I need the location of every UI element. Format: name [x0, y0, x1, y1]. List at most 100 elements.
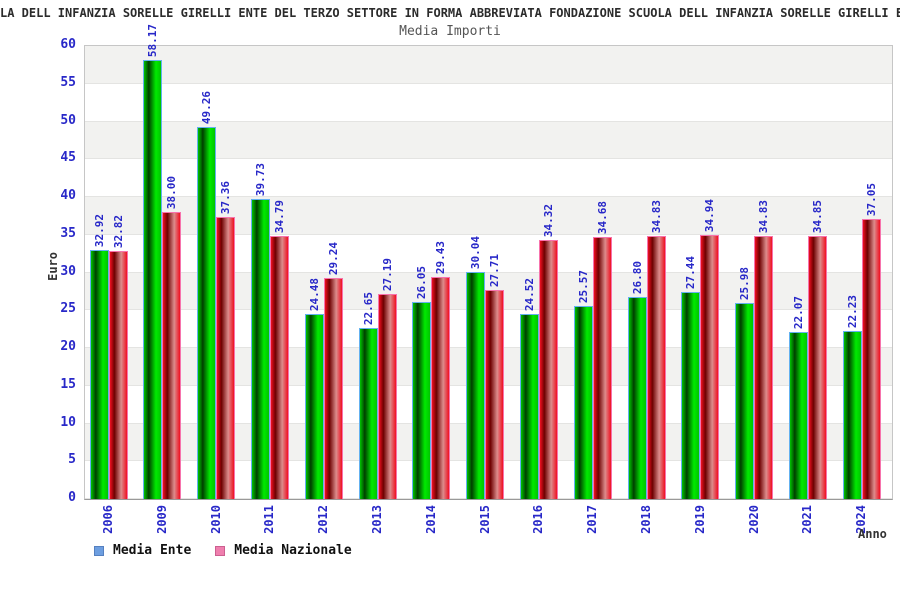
bar-nazionale-2021 — [807, 235, 827, 499]
bar-value-label-ente-2011: 39.73 — [253, 162, 267, 197]
bar-nazionale-2017 — [592, 237, 612, 499]
y-axis-tick: 45 — [60, 150, 76, 166]
bar-value-label-nazionale-2016: 34.32 — [541, 203, 555, 237]
bar-value-label-ente-2024: 22.23 — [845, 295, 859, 329]
bar-value-label-nazionale-2010: 37.36 — [219, 180, 233, 214]
y-axis-tick: 15 — [60, 376, 76, 392]
y-axis-tick: 10 — [60, 414, 76, 430]
bar-value-label-nazionale-2020: 34.83 — [757, 199, 771, 234]
bar-ente-2006 — [89, 250, 109, 499]
bar-ente-2018 — [627, 296, 647, 499]
bar-value-label-ente-2012: 24.48 — [307, 278, 321, 312]
bar-value-label-ente-2010: 49.26 — [200, 90, 214, 125]
bar-value-label-ente-2016: 24.52 — [522, 277, 536, 311]
bar-nazionale-2024 — [861, 219, 881, 499]
x-axis-label-2013: 2013 — [370, 505, 384, 534]
chart-legend: Media Ente Media Nazionale — [94, 543, 352, 558]
legend-swatch-media-nazionale-icon — [215, 545, 226, 556]
x-axis-label-2016: 2016 — [531, 505, 546, 534]
bar-nazionale-2006 — [108, 251, 128, 499]
bar-value-label-ente-2020: 25.98 — [738, 266, 752, 300]
x-axis-label-2010: 2010 — [208, 505, 223, 534]
x-axis-label-2009: 2009 — [154, 505, 169, 534]
chart-title: Media Importi — [399, 24, 501, 39]
y-axis-tick: 40 — [60, 188, 76, 203]
bar-ente-2014 — [412, 302, 432, 499]
legend-label-media-nazionale: Media Nazionale — [234, 543, 352, 558]
bar-value-label-nazionale-2021: 34.85 — [810, 199, 824, 233]
bar-ente-2020 — [735, 302, 755, 499]
x-axis-label-2006: 2006 — [101, 505, 115, 534]
bar-nazionale-2012 — [323, 278, 343, 499]
bar-nazionale-2020 — [754, 236, 774, 499]
bar-value-label-ente-2018: 26.80 — [630, 260, 644, 294]
bar-value-label-ente-2021: 22.07 — [791, 296, 805, 330]
bar-ente-2016 — [519, 313, 539, 499]
bar-ente-2019 — [681, 291, 701, 499]
bar-ente-2015 — [466, 272, 486, 499]
x-axis-label-2017: 2017 — [585, 505, 600, 534]
x-axis-label-2020: 2020 — [746, 505, 761, 534]
bar-nazionale-2010 — [216, 216, 236, 499]
grid-band — [85, 121, 892, 160]
y-axis-tick: 5 — [68, 452, 76, 468]
x-axis-label-2019: 2019 — [692, 505, 707, 534]
bar-ente-2011 — [250, 199, 270, 499]
plot-area: 32.92 32.82 58.17 38.00 49.26 37.36 39.73 34.79… — [84, 24, 893, 500]
bar-value-label-nazionale-2018: 34.83 — [649, 199, 663, 234]
bar-nazionale-2015 — [485, 289, 505, 499]
bar-nazionale-2011 — [269, 236, 289, 499]
bar-ente-2021 — [788, 332, 808, 499]
bar-value-label-nazionale-2006: 32.82 — [111, 215, 125, 249]
legend-swatch-media-ente-icon — [94, 545, 104, 556]
bar-value-label-nazionale-2011: 34.79 — [272, 200, 286, 234]
x-axis-title: Anno — [858, 527, 887, 541]
y-axis-tick: 50 — [60, 112, 76, 128]
x-axis-label-2015: 2015 — [477, 505, 492, 534]
bar-value-label-nazionale-2009: 38.00 — [165, 175, 179, 210]
y-axis-tick: 20 — [60, 339, 76, 354]
bar-value-label-nazionale-2012: 29.24 — [326, 242, 340, 276]
y-axis-tick: 60 — [60, 37, 76, 52]
bar-nazionale-2016 — [538, 239, 558, 499]
legend-item-media-nazionale: Media Nazionale — [215, 543, 352, 558]
bar-value-label-ente-2019: 27.44 — [684, 255, 698, 289]
y-axis-title: Euro — [46, 252, 60, 281]
bar-value-label-ente-2017: 25.57 — [576, 269, 590, 303]
x-axis-label-2011: 2011 — [262, 505, 277, 534]
bar-value-label-nazionale-2019: 34.94 — [703, 199, 717, 233]
bar-nazionale-2009 — [162, 212, 182, 499]
bar-value-label-ente-2006: 32.92 — [92, 214, 106, 248]
bar-value-label-nazionale-2024: 37.05 — [864, 183, 878, 217]
bar-nazionale-2019 — [700, 235, 720, 499]
legend-item-media-ente: Media Ente — [94, 543, 191, 558]
x-axis-label-2014: 2014 — [423, 505, 438, 534]
bar-nazionale-2013 — [377, 293, 397, 499]
y-axis-tick: 25 — [60, 301, 76, 317]
bar-value-label-nazionale-2017: 34.68 — [595, 201, 609, 235]
bar-ente-2012 — [304, 314, 324, 499]
legend-label-media-ente: Media Ente — [113, 543, 192, 558]
x-axis-label-2021: 2021 — [800, 505, 815, 534]
bar-ente-2009 — [143, 59, 163, 499]
bar-value-label-ente-2009: 58.17 — [146, 23, 160, 57]
bar-value-label-nazionale-2014: 29.43 — [434, 240, 448, 274]
bar-value-label-ente-2014: 26.05 — [415, 266, 429, 300]
grid-band — [85, 159, 892, 197]
bar-value-label-ente-2013: 22.65 — [361, 291, 375, 325]
bar-nazionale-2018 — [646, 236, 666, 499]
y-axis-tick: 55 — [60, 74, 76, 90]
bar-value-label-nazionale-2013: 27.19 — [380, 257, 394, 291]
x-axis-label-2012: 2012 — [316, 505, 331, 534]
bar-nazionale-2014 — [431, 276, 451, 499]
y-axis-tick: 0 — [68, 490, 76, 505]
bar-ente-2024 — [842, 331, 862, 499]
page-title: LA DELL INFANZIA SORELLE GIRELLI ENTE DE… — [0, 6, 900, 20]
y-axis-tick: 30 — [60, 263, 76, 279]
bar-ente-2010 — [197, 127, 217, 499]
bar-ente-2013 — [358, 328, 378, 499]
grid-band — [85, 46, 892, 84]
grid-band — [85, 83, 892, 122]
bar-ente-2017 — [573, 305, 593, 499]
x-axis-label-2018: 2018 — [639, 505, 653, 534]
